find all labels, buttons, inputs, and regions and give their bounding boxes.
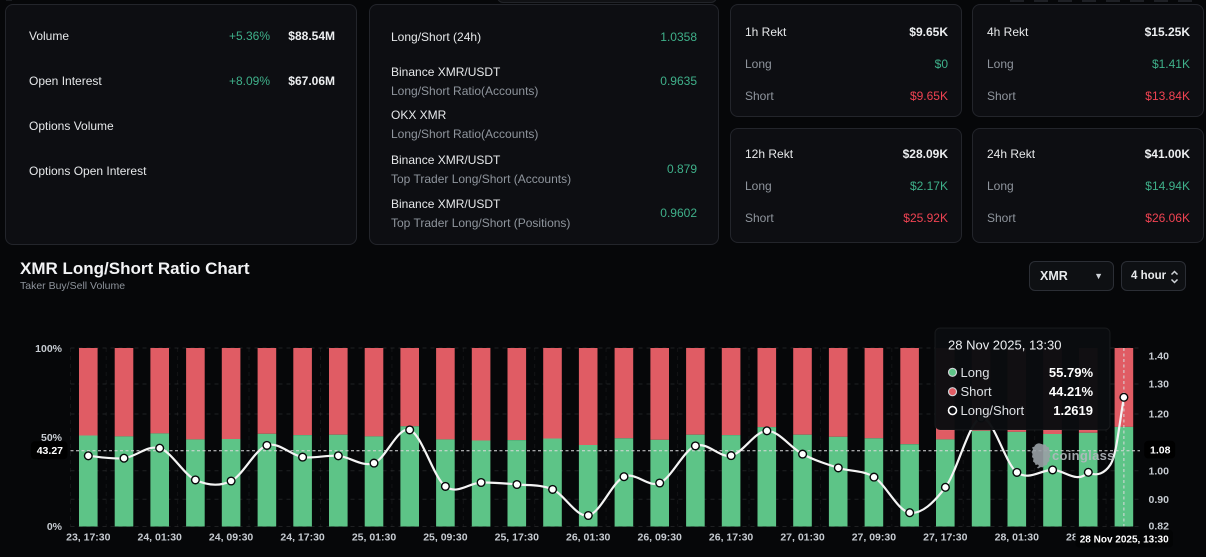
svg-text:0.90: 0.90: [1149, 494, 1170, 506]
svg-text:1.2619: 1.2619: [1053, 403, 1093, 418]
svg-text:1.30: 1.30: [1149, 379, 1170, 391]
svg-text:Short: Short: [961, 384, 992, 399]
svg-text:28 Nov 2025, 13:30: 28 Nov 2025, 13:30: [1080, 535, 1169, 546]
svg-text:44.21%: 44.21%: [1049, 384, 1094, 399]
svg-text:1.20: 1.20: [1149, 409, 1170, 421]
svg-text:25, 01:30: 25, 01:30: [352, 532, 397, 544]
svg-text:28, 01:30: 28, 01:30: [995, 532, 1040, 544]
svg-text:1.40: 1.40: [1149, 350, 1170, 362]
svg-text:Long/Short: Long/Short: [961, 403, 1025, 418]
svg-text:23, 17:30: 23, 17:30: [66, 532, 111, 544]
svg-text:27, 09:30: 27, 09:30: [852, 532, 897, 544]
svg-text:25, 17:30: 25, 17:30: [495, 532, 540, 544]
svg-text:1.08: 1.08: [1150, 445, 1171, 457]
svg-text:27, 17:30: 27, 17:30: [923, 532, 968, 544]
svg-text:Long: Long: [961, 365, 990, 380]
svg-text:24, 09:30: 24, 09:30: [209, 532, 254, 544]
svg-text:24, 17:30: 24, 17:30: [280, 532, 325, 544]
svg-text:27, 01:30: 27, 01:30: [780, 532, 825, 544]
svg-text:coinglass: coinglass: [1052, 448, 1115, 463]
svg-text:26, 09:30: 26, 09:30: [638, 532, 683, 544]
svg-text:25, 09:30: 25, 09:30: [423, 532, 468, 544]
svg-text:28 Nov 2025, 13:30: 28 Nov 2025, 13:30: [948, 338, 1061, 353]
svg-text:0.82: 0.82: [1149, 520, 1170, 532]
svg-text:50%: 50%: [41, 432, 63, 444]
svg-text:26, 17:30: 26, 17:30: [709, 532, 754, 544]
svg-text:26, 01:30: 26, 01:30: [566, 532, 611, 544]
svg-text:0%: 0%: [47, 521, 63, 533]
svg-text:100%: 100%: [35, 343, 63, 355]
svg-text:55.79%: 55.79%: [1049, 365, 1094, 380]
svg-text:24, 01:30: 24, 01:30: [138, 532, 183, 544]
svg-text:43.27: 43.27: [37, 445, 63, 457]
svg-text:1.00: 1.00: [1149, 465, 1170, 477]
